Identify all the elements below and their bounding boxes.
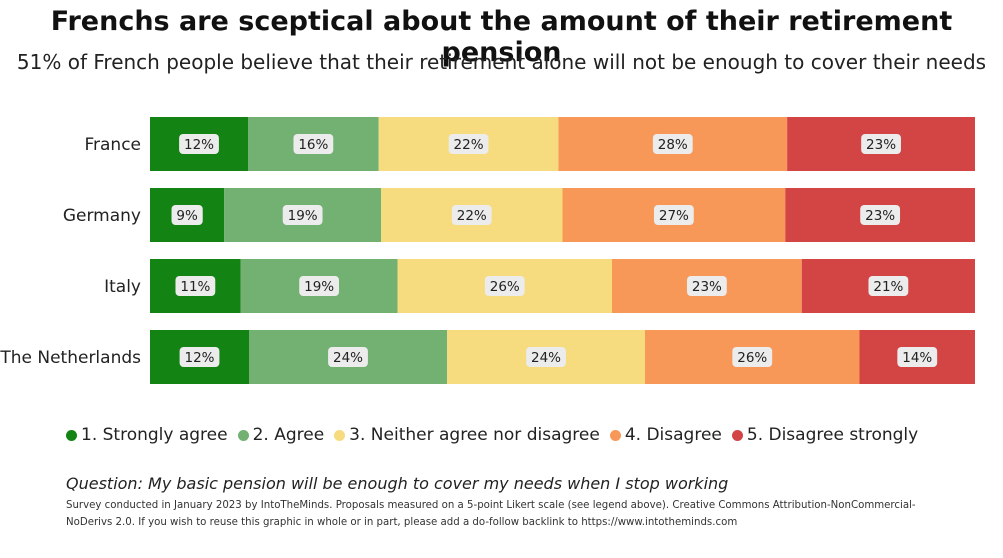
data-label-box xyxy=(860,205,901,225)
data-label-box xyxy=(686,276,727,296)
data-label-box xyxy=(868,276,909,296)
legend-label: 3. Neither agree nor disagree xyxy=(349,425,600,445)
legend-item-2-agree: 2. Agree xyxy=(237,425,325,445)
legend-item-1-strongly-agree: 1. Strongly agree xyxy=(66,425,228,445)
data-label-box xyxy=(299,276,340,296)
data-label: 24% xyxy=(531,350,561,366)
data-label: 19% xyxy=(288,208,318,224)
category-label: The Netherlands xyxy=(0,348,141,368)
data-label-box xyxy=(653,205,694,225)
data-label: 19% xyxy=(304,279,334,295)
data-label-box xyxy=(293,134,334,154)
data-label: 21% xyxy=(873,279,903,295)
bar-row-france: France 12% 16% 22% 28% 23% xyxy=(84,117,975,171)
data-label-box xyxy=(484,276,525,296)
data-label: 12% xyxy=(184,137,214,153)
source-note: Survey conducted in January 2023 by Into… xyxy=(66,500,916,528)
data-label: 12% xyxy=(184,350,214,366)
data-label: 23% xyxy=(865,208,895,224)
bar-row-germany: Germany 9% 19% 22% 27% 23% xyxy=(63,188,975,242)
data-label-box xyxy=(179,347,220,367)
data-label: 22% xyxy=(454,137,484,153)
data-label: 22% xyxy=(457,208,487,224)
legend-label: 1. Strongly agree xyxy=(81,425,228,445)
legend-marker xyxy=(237,429,249,441)
data-label: 16% xyxy=(298,137,328,153)
legend-label: 4. Disagree xyxy=(624,425,722,445)
category-label: France xyxy=(84,135,141,155)
data-label: 11% xyxy=(180,279,210,295)
data-label-box xyxy=(732,347,773,367)
data-label: 24% xyxy=(333,350,363,366)
chart-legend: 1. Strongly agree 2. Agree 3. Neither agre… xyxy=(66,424,928,446)
data-label: 26% xyxy=(490,279,520,295)
legend-marker xyxy=(334,429,346,441)
data-label-box xyxy=(328,347,368,367)
legend-label: 5. Disagree strongly xyxy=(746,425,919,445)
data-label-box xyxy=(448,134,489,154)
data-label: 9% xyxy=(176,208,198,224)
data-label: 14% xyxy=(902,350,932,366)
survey-question: Question: My basic pension will be enoug… xyxy=(66,474,729,493)
data-label-box xyxy=(451,205,492,225)
data-label-box xyxy=(175,276,216,296)
legend-marker xyxy=(731,429,743,441)
data-label-box xyxy=(171,205,203,225)
chart-title: Frenchs are sceptical about the amount o… xyxy=(50,6,953,68)
legend-item-4-disagree: 4. Disagree xyxy=(609,425,722,445)
bar-row-italy: Italy 11% 19% 26% 23% 21% xyxy=(104,259,975,313)
data-label: 26% xyxy=(737,350,767,366)
data-label: 28% xyxy=(658,137,688,153)
data-label-box xyxy=(179,134,219,154)
data-label-box xyxy=(861,134,901,154)
data-label-box xyxy=(897,347,938,367)
legend-item-3-neither-agree-nor-disagree: 3. Neither agree nor disagree xyxy=(334,425,600,445)
legend-marker xyxy=(609,429,621,441)
data-label-box xyxy=(652,134,693,154)
chart-subtitle: 51% of French people believe that their … xyxy=(16,50,987,74)
bar-row-the-netherlands: The Netherlands 12% 24% 24% 26% 14% xyxy=(0,330,975,384)
data-label-box xyxy=(282,205,323,225)
data-label: 27% xyxy=(659,208,689,224)
category-label: Germany xyxy=(63,206,141,226)
legend-marker xyxy=(66,429,77,441)
data-label: 23% xyxy=(866,137,896,153)
data-label-box xyxy=(526,347,566,367)
legend-label: 2. Agree xyxy=(252,425,325,445)
category-label: Italy xyxy=(104,277,141,297)
stacked-bar-chart: France 12% 16% 22% 28% 23% Germany 9% 19% 22% 27% 2… xyxy=(0,117,975,384)
data-label: 23% xyxy=(692,279,722,295)
legend-item-5-disagree-strongly: 5. Disagree strongly xyxy=(731,425,919,445)
